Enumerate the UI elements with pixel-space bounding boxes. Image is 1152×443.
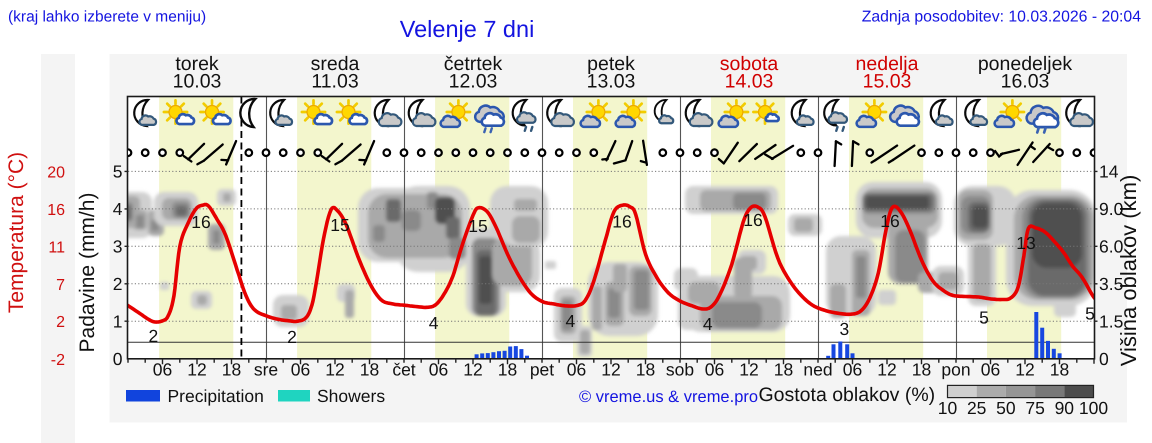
svg-text:Višina oblakov (km): Višina oblakov (km) <box>1116 175 1141 367</box>
svg-text:nedelja: nedelja <box>856 53 919 75</box>
svg-text:15.03: 15.03 <box>863 71 912 93</box>
svg-text:Velenje 7 dni: Velenje 7 dni <box>400 16 535 42</box>
svg-text:25: 25 <box>967 398 986 418</box>
svg-text:2: 2 <box>56 314 65 331</box>
svg-text:18: 18 <box>636 360 655 380</box>
svg-text:sre: sre <box>254 360 278 380</box>
svg-text:Precipitation: Precipitation <box>168 386 264 406</box>
svg-text:16: 16 <box>880 211 899 231</box>
svg-text:18: 18 <box>360 360 379 380</box>
svg-text:6.0: 6.0 <box>1099 237 1124 257</box>
svg-text:0: 0 <box>113 349 123 369</box>
svg-text:12: 12 <box>187 360 206 380</box>
svg-text:1: 1 <box>113 311 123 331</box>
svg-text:12: 12 <box>1015 360 1034 380</box>
svg-text:90: 90 <box>1055 398 1075 418</box>
svg-text:13.03: 13.03 <box>587 71 636 93</box>
svg-text:13: 13 <box>1016 233 1035 253</box>
svg-text:20: 20 <box>47 164 65 181</box>
svg-text:Zadnja posodobitev: 10.03.2026: Zadnja posodobitev: 10.03.2026 - 20:04 <box>862 9 1142 26</box>
svg-text:15: 15 <box>468 216 487 236</box>
svg-text:18: 18 <box>912 360 931 380</box>
svg-text:3: 3 <box>840 319 850 339</box>
svg-text:15: 15 <box>330 215 349 235</box>
svg-text:5: 5 <box>979 308 989 328</box>
svg-text:4: 4 <box>429 313 439 333</box>
svg-text:petek: petek <box>587 53 635 75</box>
svg-text:18: 18 <box>222 360 241 380</box>
svg-text:18: 18 <box>1050 360 1069 380</box>
svg-text:06: 06 <box>843 360 862 380</box>
svg-text:75: 75 <box>1025 398 1044 418</box>
svg-text:18: 18 <box>774 360 793 380</box>
svg-text:sob: sob <box>666 360 694 380</box>
svg-text:11.03: 11.03 <box>311 71 358 93</box>
svg-text:06: 06 <box>705 360 724 380</box>
svg-text:Temperatura (°C): Temperatura (°C) <box>5 152 28 313</box>
svg-text:Padavine (mm/h): Padavine (mm/h) <box>76 193 99 353</box>
svg-text:06: 06 <box>291 360 310 380</box>
svg-text:2: 2 <box>287 327 297 347</box>
svg-text:ned: ned <box>803 360 832 380</box>
svg-text:12: 12 <box>877 360 896 380</box>
svg-text:© vreme.us & vreme.pro: © vreme.us & vreme.pro <box>579 388 758 406</box>
svg-text:7: 7 <box>56 277 65 294</box>
svg-text:četrtek: četrtek <box>444 53 503 75</box>
svg-text:16: 16 <box>743 210 762 230</box>
svg-text:4: 4 <box>113 199 123 219</box>
svg-text:14: 14 <box>1099 162 1119 182</box>
svg-text:3: 3 <box>113 237 123 257</box>
svg-text:10.03: 10.03 <box>173 71 222 93</box>
svg-text:Gostota oblakov (%): Gostota oblakov (%) <box>759 384 936 406</box>
svg-text:06: 06 <box>981 360 1000 380</box>
svg-text:10: 10 <box>938 398 958 418</box>
svg-text:2: 2 <box>149 326 159 346</box>
svg-text:3.5: 3.5 <box>1099 274 1123 294</box>
svg-text:0: 0 <box>1099 349 1109 369</box>
svg-text:18: 18 <box>498 360 517 380</box>
svg-text:12.03: 12.03 <box>449 71 498 93</box>
svg-text:pet: pet <box>530 360 554 380</box>
svg-text:pon: pon <box>941 360 970 380</box>
svg-text:50: 50 <box>996 398 1016 418</box>
svg-text:12: 12 <box>739 360 758 380</box>
svg-text:14.03: 14.03 <box>725 71 774 93</box>
svg-text:06: 06 <box>153 360 172 380</box>
svg-text:4: 4 <box>703 314 713 334</box>
svg-text:12: 12 <box>463 360 482 380</box>
svg-text:16: 16 <box>612 212 631 232</box>
svg-text:12: 12 <box>601 360 620 380</box>
svg-text:16.03: 16.03 <box>1001 71 1050 93</box>
svg-text:čet: čet <box>392 360 415 380</box>
svg-text:06: 06 <box>567 360 586 380</box>
svg-text:5: 5 <box>113 162 123 182</box>
svg-text:06: 06 <box>429 360 448 380</box>
svg-text:1.5: 1.5 <box>1099 311 1123 331</box>
svg-text:4: 4 <box>566 311 576 331</box>
svg-text:2: 2 <box>113 274 123 294</box>
svg-text:-2: -2 <box>51 352 65 369</box>
svg-text:16: 16 <box>191 212 210 232</box>
svg-text:Showers: Showers <box>317 386 385 406</box>
svg-text:12: 12 <box>325 360 344 380</box>
svg-text:100: 100 <box>1079 398 1108 418</box>
svg-text:sreda: sreda <box>311 53 360 75</box>
svg-text:9.0: 9.0 <box>1099 199 1124 219</box>
svg-text:16: 16 <box>47 202 65 219</box>
svg-text:torek: torek <box>175 53 219 75</box>
svg-text:ponedeljek: ponedeljek <box>978 53 1073 75</box>
svg-text:11: 11 <box>48 239 65 256</box>
svg-text:5: 5 <box>1085 304 1095 324</box>
svg-text:sobota: sobota <box>720 53 779 75</box>
svg-text:(kraj lahko izberete v meniju): (kraj lahko izberete v meniju) <box>8 9 206 26</box>
